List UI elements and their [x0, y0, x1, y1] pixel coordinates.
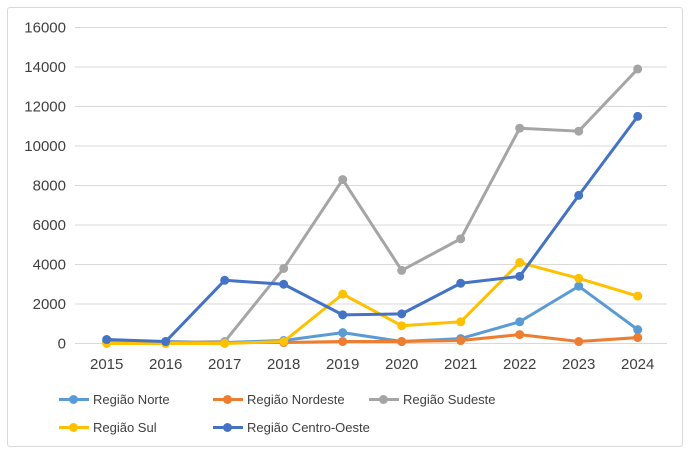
y-tick-label: 8000 [33, 178, 66, 195]
x-tick-label: 2016 [149, 356, 182, 373]
data-point-marker [279, 279, 289, 289]
data-point-marker [515, 317, 525, 327]
y-tick-label: 6000 [33, 217, 66, 234]
x-tick-label: 2019 [326, 356, 359, 373]
data-point-marker [279, 337, 289, 347]
data-point-marker [338, 337, 348, 347]
x-tick-label: 2024 [621, 356, 654, 373]
data-point-marker [515, 123, 525, 133]
legend-item-regiao-norte: Região Norte [59, 391, 170, 407]
series-regi-o-centro-oeste [102, 111, 643, 347]
legend-label-norte: Região Norte [93, 391, 170, 407]
legend-label-nordeste: Região Nordeste [247, 391, 345, 407]
x-tick-label: 2015 [90, 356, 123, 373]
data-point-marker [161, 337, 171, 347]
data-point-marker [397, 309, 407, 319]
data-point-marker [338, 328, 348, 338]
data-point-marker [633, 325, 643, 335]
data-point-marker [220, 339, 230, 348]
data-point-marker [515, 271, 525, 281]
y-tick-label: 10000 [24, 138, 66, 155]
data-point-marker [456, 317, 466, 327]
y-tick-label: 16000 [24, 20, 66, 37]
data-point-marker [338, 289, 348, 299]
data-point-marker [456, 336, 466, 346]
legend-item-regiao-centro-oeste: Região Centro-Oeste [213, 419, 370, 435]
data-point-marker [102, 335, 112, 345]
y-tick-label: 0 [58, 336, 66, 353]
data-point-marker [574, 126, 584, 136]
data-point-marker [515, 258, 525, 268]
x-tick-label: 2017 [208, 356, 241, 373]
legend-marker-norte-icon [59, 394, 89, 404]
series-line [105, 114, 640, 344]
data-point-marker [338, 310, 348, 320]
data-point-marker [220, 275, 230, 285]
legend-label-centro-oeste: Região Centro-Oeste [247, 419, 370, 435]
y-tick-label: 12000 [24, 99, 66, 116]
data-point-marker [574, 273, 584, 283]
series-regi-o-sul [102, 258, 643, 348]
data-point-marker [633, 333, 643, 343]
data-point-marker [574, 190, 584, 200]
legend-marker-sudeste-icon [369, 394, 399, 404]
x-tick-label: 2020 [385, 356, 418, 373]
data-point-marker [397, 265, 407, 275]
y-tick-label: 14000 [24, 59, 66, 76]
legend-marker-nordeste-icon [213, 394, 243, 404]
legend-item-regiao-sudeste: Região Sudeste [369, 391, 496, 407]
x-tick-label: 2018 [267, 356, 300, 373]
legend-item-regiao-nordeste: Região Nordeste [213, 391, 345, 407]
data-point-marker [574, 281, 584, 291]
y-tick-label: 4000 [33, 257, 66, 274]
gridlines [75, 27, 667, 344]
legend-marker-centro-oeste-icon [213, 422, 243, 432]
data-point-marker [574, 337, 584, 347]
legend-label-sul: Região Sul [93, 419, 157, 435]
data-point-marker [279, 263, 289, 273]
legend-item-regiao-sul: Região Sul [59, 419, 157, 435]
data-point-marker [633, 111, 643, 121]
y-tick-label: 2000 [33, 296, 66, 313]
x-tick-label: 2023 [562, 356, 595, 373]
data-point-marker [397, 321, 407, 331]
data-point-marker [515, 330, 525, 340]
data-point-marker [633, 291, 643, 301]
x-axis-labels: 2015 2016 2017 2018 2019 2020 2021 2022 2023 2024 [90, 356, 654, 373]
data-point-marker [456, 278, 466, 288]
legend-label-sudeste: Região Sudeste [403, 391, 496, 407]
x-tick-label: 2022 [503, 356, 536, 373]
data-point-marker [338, 175, 348, 185]
data-point-marker [456, 234, 466, 244]
legend-marker-sul-icon [59, 422, 89, 432]
data-point-marker [633, 64, 643, 74]
series-line [105, 67, 640, 345]
x-tick-label: 2021 [444, 356, 477, 373]
series-line [105, 261, 640, 345]
chart-frame [7, 7, 683, 447]
data-point-marker [397, 337, 407, 347]
y-axis-labels: 0 2000 4000 6000 8000 10000 12000 14000 16000 [24, 20, 66, 353]
